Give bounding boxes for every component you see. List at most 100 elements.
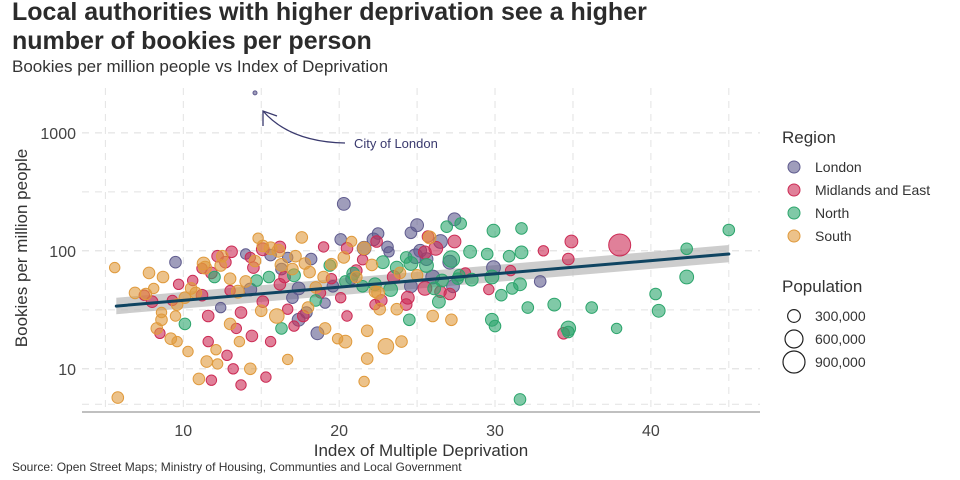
data-point xyxy=(442,250,461,268)
data-point xyxy=(282,353,294,366)
data-point xyxy=(250,274,263,287)
data-point xyxy=(142,266,156,280)
x-tick-label: 30 xyxy=(486,423,504,440)
trend-line xyxy=(114,252,731,308)
data-point xyxy=(201,309,215,323)
gridlines xyxy=(82,88,760,412)
data-point xyxy=(426,309,440,323)
data-point xyxy=(273,278,287,291)
data-point xyxy=(301,301,315,314)
y-tick-label: 100 xyxy=(49,244,76,261)
annotation: City of London xyxy=(262,110,438,151)
data-point xyxy=(155,306,168,319)
data-point xyxy=(260,371,272,383)
data-point xyxy=(722,223,736,237)
data-point xyxy=(495,288,508,302)
data-point xyxy=(360,324,374,338)
data-point xyxy=(368,285,382,299)
data-point xyxy=(337,251,351,264)
data-point xyxy=(200,355,213,368)
data-point xyxy=(377,338,395,355)
data-point xyxy=(463,244,478,259)
legend-region-label: Midlands and East xyxy=(815,182,930,198)
data-point xyxy=(111,391,125,404)
data-point xyxy=(192,372,206,386)
data-point xyxy=(679,269,695,285)
data-point xyxy=(365,258,379,272)
data-point xyxy=(358,375,370,388)
data-point xyxy=(483,283,495,296)
annotation-arrowhead xyxy=(262,110,278,126)
data-point xyxy=(208,270,221,284)
data-point xyxy=(373,302,387,316)
data-point xyxy=(422,230,437,245)
data-point xyxy=(289,249,302,263)
data-point xyxy=(432,294,446,309)
data-point xyxy=(211,358,224,370)
data-point xyxy=(360,352,374,365)
data-point xyxy=(443,287,457,301)
trend-line-group xyxy=(114,252,731,308)
data-point xyxy=(454,217,468,230)
data-point xyxy=(345,235,358,248)
x-tick-label: 10 xyxy=(174,423,192,440)
data-point xyxy=(370,235,383,248)
data-point xyxy=(350,270,363,284)
data-point xyxy=(317,241,330,253)
x-tick-label: 40 xyxy=(642,423,660,440)
data-point xyxy=(357,241,372,256)
data-point xyxy=(215,301,227,314)
legend-region-label: South xyxy=(815,228,852,244)
data-point xyxy=(221,349,233,361)
data-point xyxy=(537,245,550,257)
data-point xyxy=(418,245,432,260)
legend-region-title: Region xyxy=(782,128,836,147)
legend-population-title: Population xyxy=(782,277,862,296)
data-point xyxy=(295,231,309,244)
data-point xyxy=(435,273,449,288)
legend-size-swatch xyxy=(787,309,801,323)
legend-region-label: London xyxy=(815,159,862,175)
data-point xyxy=(318,322,332,335)
data-point xyxy=(447,234,462,249)
data-point xyxy=(303,265,316,279)
data-point xyxy=(533,275,547,288)
data-point xyxy=(514,245,529,260)
data-point xyxy=(234,306,248,319)
data-point xyxy=(480,247,494,261)
data-point xyxy=(338,334,353,349)
data-point xyxy=(223,317,237,331)
data-point xyxy=(521,301,535,314)
data-point xyxy=(269,308,285,324)
data-point xyxy=(109,261,121,274)
data-point xyxy=(252,232,264,244)
data-point xyxy=(547,297,562,312)
data-point xyxy=(309,294,323,307)
data-point xyxy=(375,255,390,270)
data-point xyxy=(515,222,528,235)
data-point xyxy=(286,262,299,276)
data-point xyxy=(336,197,351,211)
chart-title: Local authorities with higher deprivatio… xyxy=(12,0,647,55)
data-point xyxy=(390,302,404,316)
data-point xyxy=(233,335,246,348)
data-point xyxy=(205,374,218,386)
data-point xyxy=(148,282,160,295)
data-point xyxy=(486,223,501,238)
data-point xyxy=(288,320,300,332)
data-point xyxy=(172,278,185,290)
data-point xyxy=(403,313,416,327)
data-point xyxy=(341,310,353,322)
chart-caption: Source: Open Street Maps; Ministry of Ho… xyxy=(12,460,462,474)
data-point xyxy=(488,319,502,333)
legend-region-swatch xyxy=(787,229,801,243)
x-axis-title: Index of Multiple Deprivation xyxy=(314,441,529,460)
data-point xyxy=(317,270,330,284)
legend-region-label: North xyxy=(815,205,849,221)
data-point xyxy=(264,335,277,348)
legend-size-label: 300,000 xyxy=(815,308,866,324)
data-point xyxy=(562,325,575,339)
data-point xyxy=(169,310,182,322)
legend: Region London Midlands and East North South… xyxy=(782,128,930,374)
data-point xyxy=(245,329,259,343)
